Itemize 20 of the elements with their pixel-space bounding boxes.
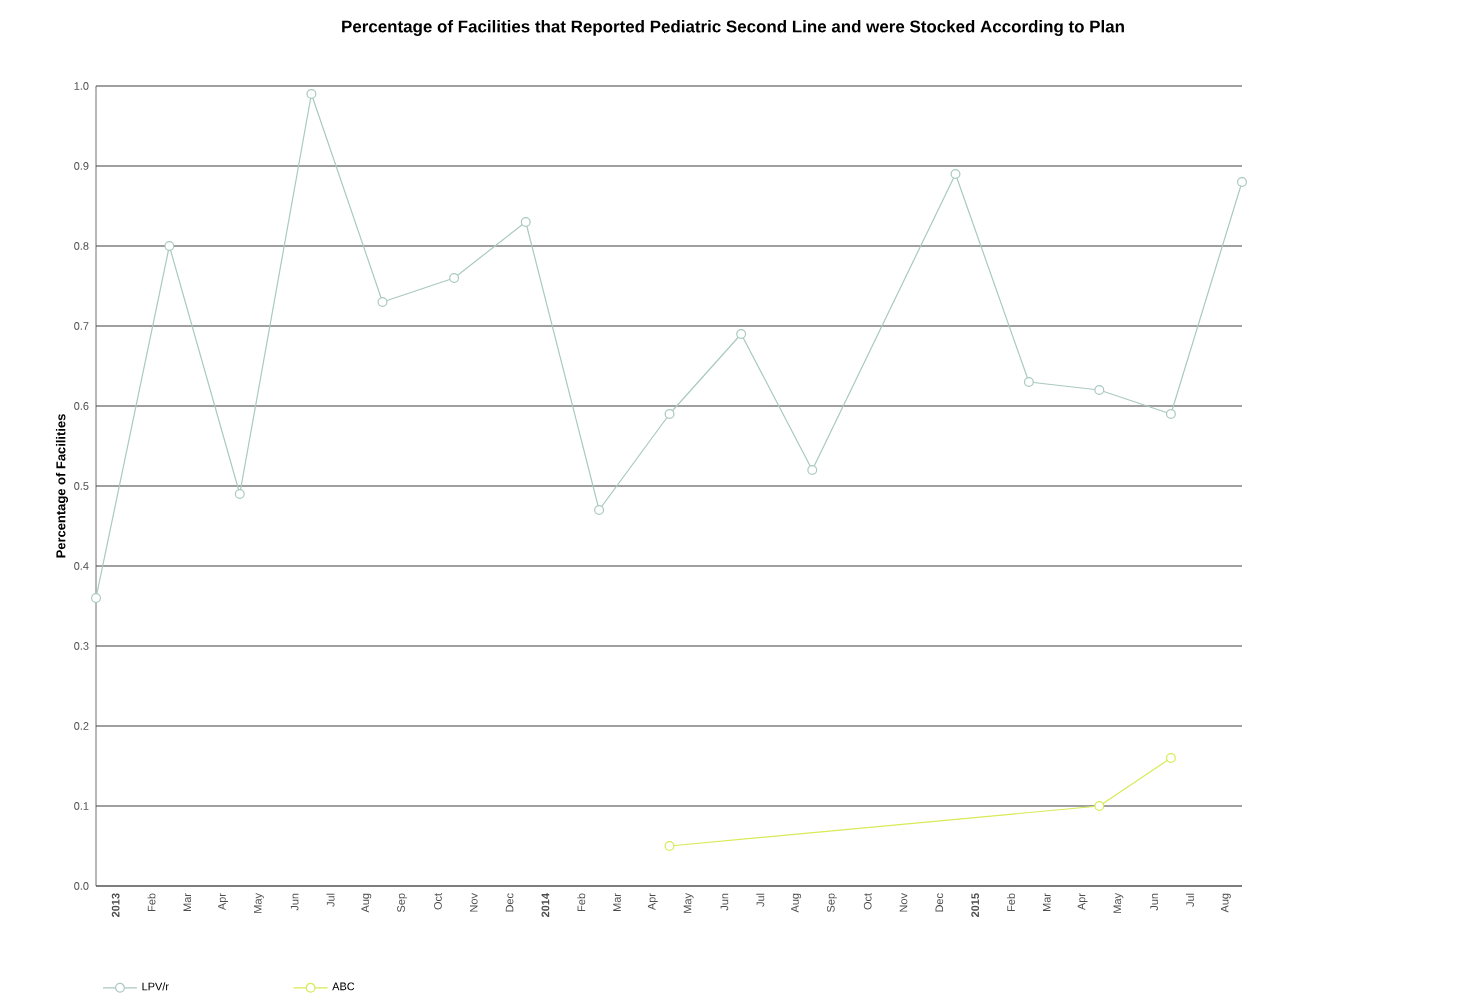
point [664,841,675,852]
point [1094,801,1105,812]
point [807,465,818,476]
point [736,329,747,340]
point [234,489,245,500]
point [377,297,388,308]
point [1023,377,1034,388]
point [306,89,317,100]
point [164,241,175,252]
point [1094,385,1105,396]
point [594,505,605,516]
point [1165,753,1176,764]
point [520,217,531,228]
point [91,593,101,604]
point [449,273,460,284]
point [1165,409,1176,420]
point [950,169,961,180]
chart-title: Percentage of Facilities that Reported Pediatric Second Line and were Stocked According to Plan [342,20,1124,37]
point [1237,177,1247,188]
point [664,409,675,420]
